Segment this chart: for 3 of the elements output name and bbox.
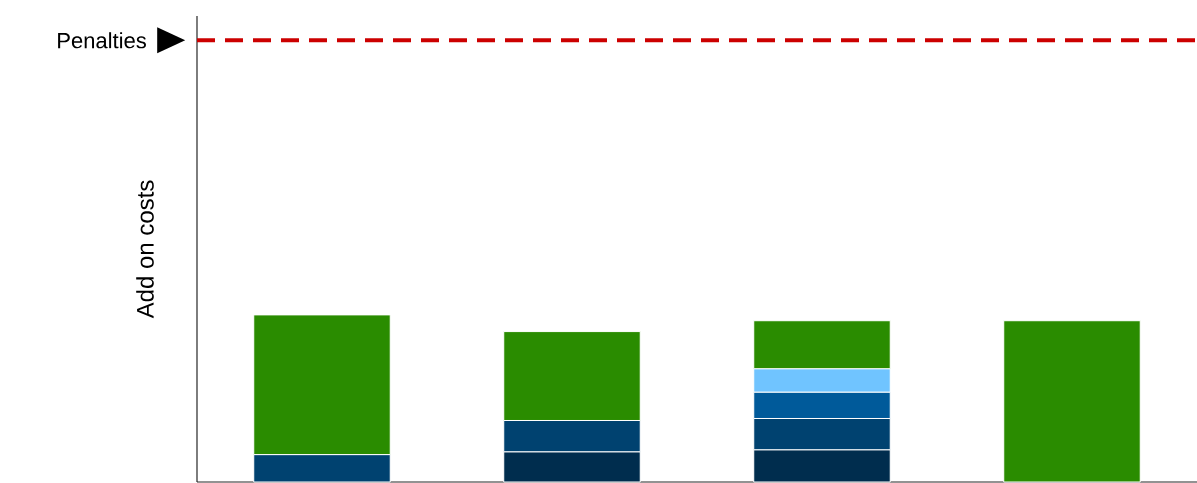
y-axis-title: Add on costs — [136, 180, 154, 319]
bar — [1003, 320, 1141, 483]
ref-line-label: Penalties — [58, 32, 146, 49]
